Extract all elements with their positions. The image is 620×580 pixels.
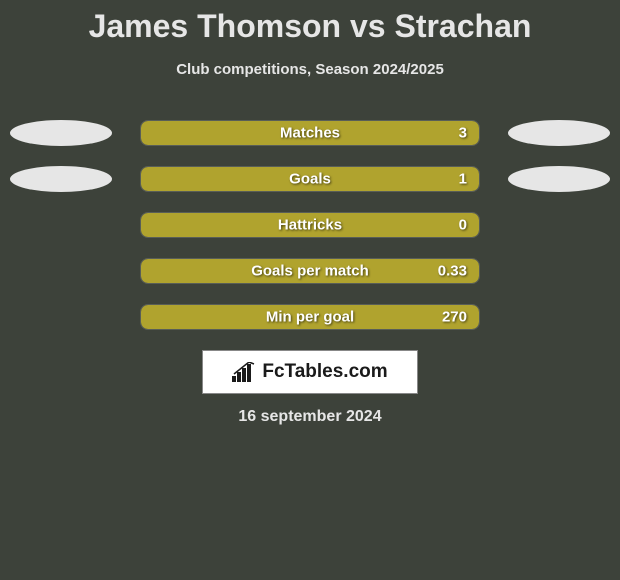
date-text: 16 september 2024 [0, 408, 620, 426]
player-left-ellipse [10, 166, 112, 192]
stat-value: 0.33 [438, 263, 467, 280]
stat-row: Matches3 [0, 120, 620, 146]
player-right-ellipse [508, 166, 610, 192]
stat-label: Min per goal [141, 309, 479, 326]
stat-value: 0 [459, 217, 467, 234]
stat-bar: Goals1 [140, 166, 480, 192]
stat-value: 270 [442, 309, 467, 326]
stats-container: Matches3Goals1Hattricks0Goals per match0… [0, 120, 620, 330]
stat-value: 1 [459, 171, 467, 188]
stat-bar: Goals per match0.33 [140, 258, 480, 284]
stat-row: Min per goal270 [0, 304, 620, 330]
player-right-ellipse [508, 120, 610, 146]
stat-bar: Min per goal270 [140, 304, 480, 330]
stat-label: Hattricks [141, 217, 479, 234]
stat-bar: Hattricks0 [140, 212, 480, 238]
stat-row: Goals per match0.33 [0, 258, 620, 284]
page-title: James Thomson vs Strachan [0, 8, 620, 45]
stat-row: Goals1 [0, 166, 620, 192]
stat-bar: Matches3 [140, 120, 480, 146]
subtitle: Club competitions, Season 2024/2025 [0, 61, 620, 78]
player-left-ellipse [10, 120, 112, 146]
bar-chart-icon [232, 362, 256, 382]
stat-row: Hattricks0 [0, 212, 620, 238]
stat-label: Goals [141, 171, 479, 188]
logo-text: FcTables.com [262, 361, 387, 383]
logo-content: FcTables.com [232, 361, 387, 383]
stat-label: Goals per match [141, 263, 479, 280]
stat-value: 3 [459, 125, 467, 142]
logo-box[interactable]: FcTables.com [202, 350, 418, 394]
stat-label: Matches [141, 125, 479, 142]
